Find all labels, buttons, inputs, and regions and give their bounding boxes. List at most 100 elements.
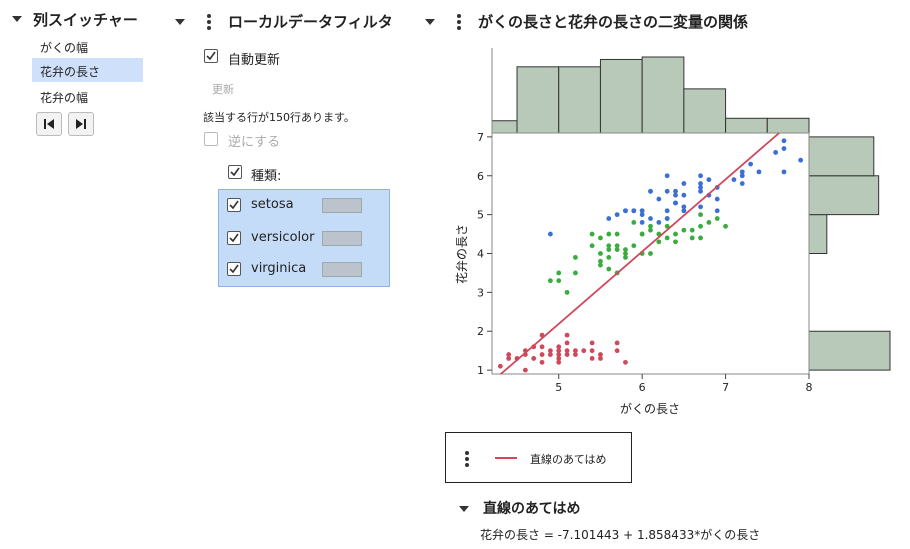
collapse-triangle-icon[interactable] [175,19,185,25]
fit-line [500,132,780,375]
setosa-point [564,348,570,354]
axis-ticks: 5 6 7 8 1 2 3 4 5 6 7 [477,131,813,394]
virginica-point [781,146,787,151]
versicolor-point [564,289,570,295]
setosa-checkbox[interactable] [227,198,241,212]
virginica-point [614,212,620,218]
setosa-point [522,367,528,373]
column-switcher-item-label: 花弁の長さ [40,65,101,79]
versicolor-point [606,231,612,237]
x-histogram-bar [641,56,685,134]
versicolor-point [614,231,620,237]
species-checkbox[interactable] [228,165,242,179]
virginica-point [673,188,678,194]
virginica-point [606,216,612,221]
checkmark-icon [206,51,216,61]
x-histogram-bar [683,88,727,134]
y-tick-label: 3 [477,286,484,299]
checkmark-icon [229,233,239,243]
virginica-point [656,220,662,225]
versicolor-point [598,251,603,256]
setosa-point [539,344,545,350]
update-button[interactable]: 更新 [212,83,234,96]
y-histogram [808,136,891,371]
y-axis-label: 花弁の長さ [454,224,469,284]
collapse-triangle-icon[interactable] [425,19,435,25]
virginica-point [631,208,637,214]
auto-update-checkbox[interactable] [204,49,218,63]
versicolor-point [606,254,612,260]
versicolor-point [547,278,553,284]
versicolor-point [623,251,628,256]
virginica-point [664,216,670,221]
setosa-point [564,352,570,357]
more-menu-icon[interactable] [207,14,211,32]
y-tick-label: 5 [477,209,484,222]
versicolor-point [631,243,637,249]
y-tick-label: 6 [477,170,484,183]
setosa-point [589,356,595,361]
x-histogram-bar [516,66,560,134]
virginica-point [748,161,754,167]
species-item-label: setosa [251,197,294,212]
versicolor-point [598,262,603,268]
x-tick-label: 7 [722,381,729,394]
virginica-point [673,192,678,198]
first-column-button[interactable] [36,112,62,136]
local-filter-title: ローカルデータフィルタ [228,13,393,31]
more-menu-icon[interactable] [465,451,469,469]
x-histogram-bar [766,117,810,134]
versicolor-point [673,231,678,237]
versicolor-point [656,239,662,245]
column-switcher-item[interactable]: 花弁の長さ [32,58,143,82]
versicolor-point [598,258,603,264]
y-histogram-bar [808,175,880,216]
virginica-point [739,173,745,179]
versicolor-point [614,247,620,253]
species-swatch [322,262,362,277]
y-tick-label: 1 [477,364,484,377]
x-histogram [491,48,810,134]
more-menu-icon[interactable] [457,14,461,32]
x-tick-label: 5 [555,381,562,394]
column-switcher-item[interactable]: がくの幅 [32,34,143,58]
species-item-label: versicolor [251,230,315,245]
invert-checkbox[interactable] [204,132,218,146]
y-tick-label: 2 [477,325,484,338]
virginica-point [681,181,687,186]
virginica-point [714,196,720,202]
x-histogram-bar [491,120,518,134]
legend-box: 直線のあてはめ [445,432,632,483]
virginica-point [639,208,645,214]
setosa-point [506,352,512,357]
versicolor-checkbox[interactable] [227,231,241,245]
versicolor-point [556,270,562,276]
setosa-point [531,356,537,361]
next-column-button[interactable] [68,112,94,136]
versicolor-point [598,235,603,241]
versicolor-point [698,223,703,229]
setosa-point [589,348,595,354]
data-points [497,138,804,373]
versicolor-point [606,266,612,272]
species-swatch [322,231,362,246]
collapse-triangle-icon[interactable] [12,16,22,22]
legend-label: 直線のあてはめ [530,453,607,466]
setosa-point [497,363,503,369]
x-tick-label: 8 [806,381,813,394]
y-tick-label: 7 [477,131,484,144]
versicolor-point [698,212,703,218]
bivariate-title: がくの長さと花弁の長さの二変量の関係 [478,13,749,31]
column-switcher-item[interactable]: 花弁の幅 [32,84,143,108]
versicolor-point [681,227,687,233]
virginica-checkbox[interactable] [227,262,241,276]
versicolor-point [698,235,703,241]
collapse-triangle-icon[interactable] [459,506,469,512]
versicolor-point [623,247,628,253]
versicolor-point [723,223,728,229]
setosa-point [556,352,562,357]
virginica-point [681,192,687,198]
versicolor-point [614,243,620,249]
virginica-point [681,204,687,210]
versicolor-point [639,231,645,237]
